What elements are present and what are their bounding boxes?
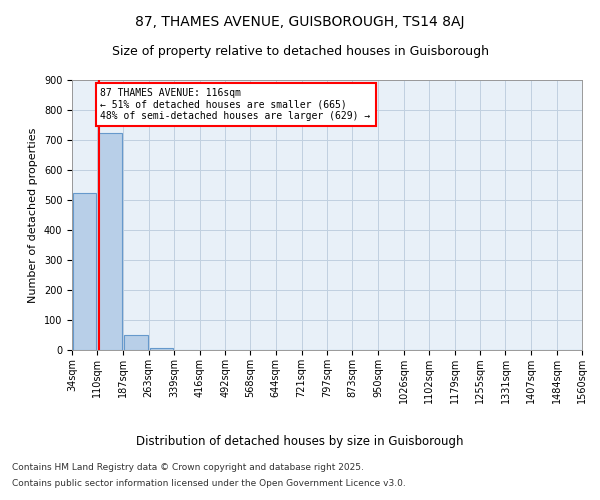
Text: Size of property relative to detached houses in Guisborough: Size of property relative to detached ho… [112, 45, 488, 58]
Bar [73, 192, 97, 350]
Text: Contains HM Land Registry data © Crown copyright and database right 2025.: Contains HM Land Registry data © Crown c… [12, 464, 364, 472]
Bar [124, 335, 148, 350]
Text: 87 THAMES AVENUE: 116sqm
← 51% of detached houses are smaller (665)
48% of semi-: 87 THAMES AVENUE: 116sqm ← 51% of detach… [100, 88, 371, 120]
Bar [98, 132, 122, 350]
Bar [149, 348, 173, 350]
Y-axis label: Number of detached properties: Number of detached properties [28, 128, 38, 302]
Text: Contains public sector information licensed under the Open Government Licence v3: Contains public sector information licen… [12, 478, 406, 488]
Text: Distribution of detached houses by size in Guisborough: Distribution of detached houses by size … [136, 435, 464, 448]
Text: 87, THAMES AVENUE, GUISBOROUGH, TS14 8AJ: 87, THAMES AVENUE, GUISBOROUGH, TS14 8AJ [135, 15, 465, 29]
